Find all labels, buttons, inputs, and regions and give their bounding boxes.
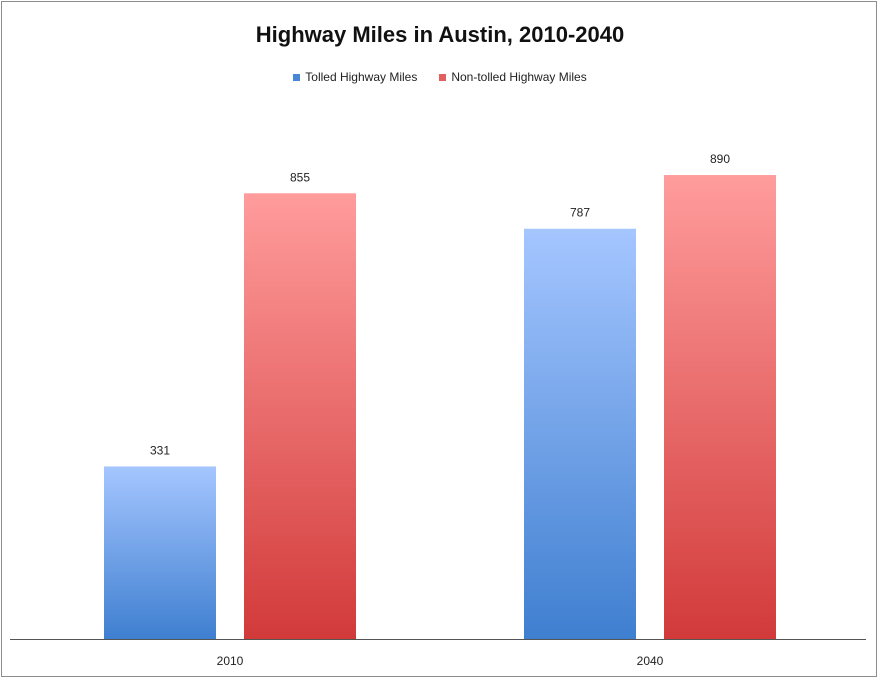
bar-non-tolled-2010 (244, 193, 356, 639)
legend-label-tolled: Tolled Highway Miles (305, 70, 418, 84)
bar-non-tolled-2040 (664, 175, 776, 639)
x-tick-label-2010: 2010 (217, 654, 244, 668)
data-label-tolled-2010: 331 (150, 443, 170, 457)
legend-item-tolled: Tolled Highway Miles (293, 70, 417, 84)
legend-item-non-tolled: Non-tolled Highway Miles (439, 70, 587, 84)
data-label-non-tolled-2010: 855 (290, 170, 310, 184)
legend-swatch-non-tolled (439, 73, 447, 81)
chart-legend: Tolled Highway Miles Non-tolled Highway … (0, 70, 880, 84)
x-tick-label-2040: 2040 (637, 654, 664, 668)
legend-swatch-tolled (293, 73, 301, 81)
bar-tolled-2010 (104, 466, 216, 639)
chart-title: Highway Miles in Austin, 2010-2040 (255, 22, 625, 47)
legend-label-non-tolled: Non-tolled Highway Miles (451, 70, 587, 84)
data-label-tolled-2040: 787 (570, 206, 590, 220)
bar-tolled-2040 (524, 228, 636, 640)
data-label-non-tolled-2040: 890 (710, 152, 730, 166)
